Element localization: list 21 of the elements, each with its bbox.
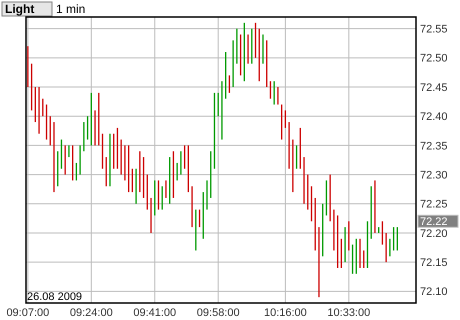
y-tick-label: 72.50 (420, 52, 448, 65)
y-tick-label: 72.10 (420, 286, 448, 298)
y-tick-label: 72.30 (420, 169, 448, 182)
y-tick-label: 72.45 (420, 82, 448, 94)
y-tick-label: 72.20 (420, 228, 448, 240)
y-tick-label: 72.55 (420, 24, 448, 36)
x-tick-label: 09:58:00 (196, 307, 240, 319)
chart-title: Light (5, 2, 34, 16)
y-tick-label: 72.35 (420, 140, 448, 152)
x-tick-label: 10:16:00 (264, 307, 307, 319)
text: 72.22 (420, 216, 448, 228)
x-tick-label: 09:41:00 (133, 307, 176, 319)
y-tick-label: 72.25 (420, 198, 448, 211)
annotation: 26.08 2009 (27, 291, 82, 303)
y-tick-label: 72.15 (420, 256, 448, 269)
y-tick-label: 72.40 (420, 111, 448, 124)
x-tick-label: 09:07:00 (6, 307, 50, 319)
x-tick-label: 10:33:00 (327, 307, 370, 319)
x-tick-label: 09:24:00 (70, 307, 113, 319)
chart-subtitle: 1 min (56, 2, 86, 16)
header: Light 1 min (2, 2, 86, 16)
